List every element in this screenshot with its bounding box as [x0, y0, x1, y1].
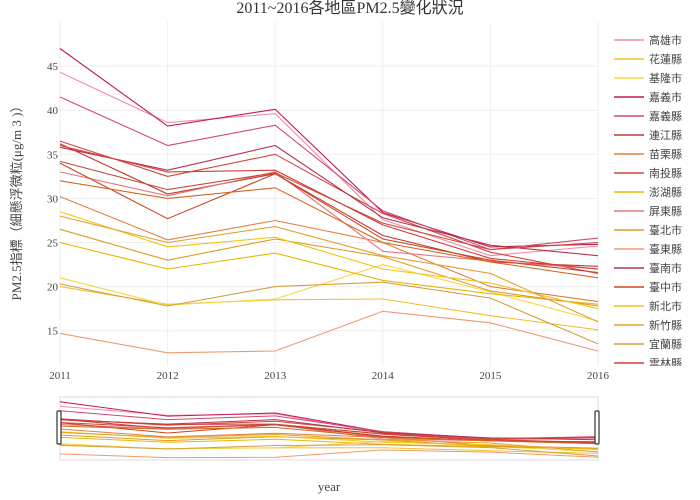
range-slider-series-line [59, 432, 599, 453]
range-slider-series-line [59, 422, 599, 440]
range-slider-series-line [59, 431, 599, 450]
legend-item[interactable]: 宜蘭縣 [614, 337, 682, 351]
legend-label: 連江縣 [649, 128, 682, 142]
series-line[interactable] [59, 286, 599, 331]
series-line[interactable] [59, 196, 599, 303]
legend-label: 澎湖縣 [649, 186, 682, 199]
range-slider-handle[interactable] [56, 410, 62, 445]
series-line[interactable] [59, 310, 599, 354]
grid-layer [59, 22, 599, 366]
legend-label: 臺北市 [649, 223, 682, 237]
y-tick-label: 35 [47, 149, 59, 161]
legend-label: 新北市 [649, 299, 682, 313]
y-tick-label: 15 [47, 326, 59, 338]
series-line[interactable] [59, 71, 599, 257]
legend[interactable]: 高雄市花蓮縣基隆市嘉義市嘉義縣連江縣苗栗縣南投縣澎湖縣屏東縣臺北市臺東縣臺南市臺… [614, 33, 682, 370]
legend-label: 嘉義市 [649, 90, 682, 104]
legend-label: 臺中市 [649, 280, 682, 294]
y-tick-labels: 15 20 25 30 35 40 45 [47, 61, 59, 338]
x-axis-title: year [318, 479, 341, 494]
series-line[interactable] [59, 211, 599, 310]
legend-label: 嘉義縣 [649, 109, 682, 123]
legend-label: 苗栗縣 [649, 148, 682, 161]
x-tick-label: 2012 [157, 370, 179, 382]
legend-label: 臺南市 [649, 261, 682, 275]
legend-label: 屏東縣 [649, 205, 682, 218]
x-tick-label: 2016 [587, 370, 610, 382]
chart-title: 2011~2016各地區PM2.5變化狀況 [236, 0, 463, 17]
y-axis-title: PM2.5指標（細懸浮微粒(μg/m 3 )） [9, 100, 24, 301]
series-line[interactable] [59, 144, 599, 257]
range-slider-series-line [59, 434, 599, 450]
legend-label: 雲林縣 [649, 356, 682, 370]
plot-area[interactable] [59, 48, 599, 354]
range-slider-handle[interactable] [594, 410, 600, 445]
series-line[interactable] [59, 162, 599, 274]
legend-label: 花蓮縣 [649, 52, 682, 66]
x-tick-label: 2014 [372, 370, 395, 382]
legend-label: 基隆市 [649, 71, 682, 85]
series-line[interactable] [59, 228, 599, 307]
y-tick-label: 25 [47, 238, 59, 250]
series-line[interactable] [59, 215, 599, 323]
legend-item[interactable]: 臺中市 [614, 280, 682, 294]
legend-item[interactable]: 基隆市 [614, 71, 682, 85]
legend-item[interactable]: 苗栗縣 [614, 148, 682, 161]
x-tick-labels: 2011 2012 2013 2014 2015 2016 [49, 370, 609, 382]
legend-item[interactable]: 連江縣 [614, 128, 682, 142]
legend-item[interactable]: 臺北市 [614, 223, 682, 237]
y-tick-label: 45 [47, 61, 59, 73]
legend-item[interactable]: 雲林縣 [614, 356, 682, 370]
series-line[interactable] [59, 160, 599, 251]
series-line[interactable] [59, 281, 599, 345]
y-tick-label: 30 [47, 193, 59, 205]
range-slider-series-line [59, 425, 599, 445]
series-line[interactable] [59, 264, 599, 322]
range-slider-series-line [59, 444, 599, 457]
legend-label: 高雄市 [649, 33, 682, 47]
legend-item[interactable]: 高雄市 [614, 33, 682, 47]
x-tick-label: 2011 [49, 370, 71, 382]
legend-item[interactable]: 花蓮縣 [614, 52, 682, 66]
y-tick-label: 20 [47, 282, 59, 294]
y-tick-label: 40 [47, 105, 59, 117]
legend-item[interactable]: 臺南市 [614, 261, 682, 275]
series-line[interactable] [59, 241, 599, 305]
x-tick-label: 2015 [479, 370, 502, 382]
x-tick-label: 2013 [264, 370, 287, 382]
legend-label: 臺東縣 [649, 242, 682, 256]
series-line[interactable] [59, 140, 599, 274]
legend-item[interactable]: 嘉義縣 [614, 109, 682, 123]
range-slider[interactable] [56, 396, 600, 461]
series-line[interactable] [59, 96, 599, 251]
legend-item[interactable]: 新北市 [614, 299, 682, 313]
legend-item[interactable]: 南投縣 [614, 166, 682, 180]
legend-label: 新竹縣 [649, 318, 682, 332]
legend-item[interactable]: 新竹縣 [614, 318, 682, 332]
legend-label: 南投縣 [649, 166, 682, 180]
legend-item[interactable]: 屏東縣 [614, 205, 682, 218]
legend-label: 宜蘭縣 [649, 337, 682, 351]
legend-item[interactable]: 澎湖縣 [614, 186, 682, 199]
series-line[interactable] [59, 180, 599, 279]
legend-item[interactable]: 臺東縣 [614, 242, 682, 256]
legend-item[interactable]: 嘉義市 [614, 90, 682, 104]
range-slider-series-line [59, 449, 599, 459]
